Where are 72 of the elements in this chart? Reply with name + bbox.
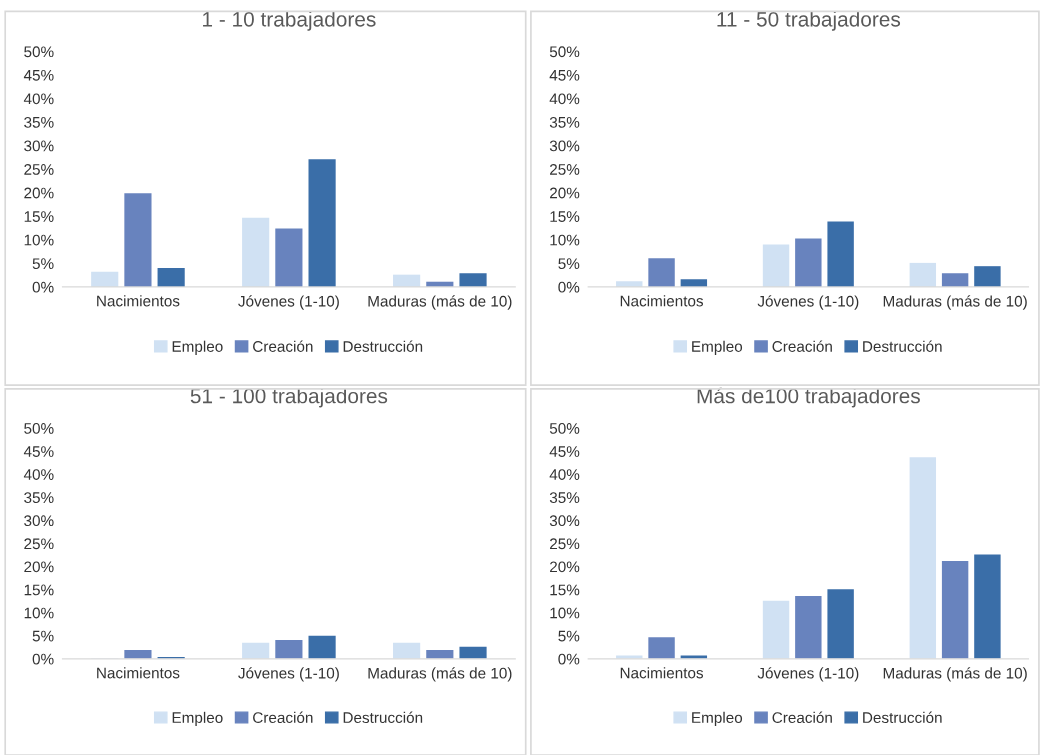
y-tick-label: 30% bbox=[24, 140, 54, 152]
y-tick-label: 10% bbox=[550, 234, 580, 246]
y-tick-label: 45% bbox=[549, 69, 580, 81]
legend-label: Creación bbox=[253, 340, 313, 352]
x-tick-label: Maduras (más de 10) bbox=[368, 295, 512, 310]
y-tick-label: 5% bbox=[558, 258, 580, 270]
y-tick-label: 40% bbox=[549, 469, 580, 480]
x-tick-label: Maduras (más de 10) bbox=[368, 667, 512, 682]
y-tick-label: 20% bbox=[24, 561, 54, 573]
y-tick-label: 5% bbox=[32, 630, 54, 642]
legend-label: Creación bbox=[253, 711, 313, 724]
y-tick-label: 50% bbox=[549, 46, 580, 58]
x-tick-label: Nacimientos bbox=[620, 295, 704, 307]
legend-label: Empleo bbox=[692, 711, 743, 727]
legend-label: Empleo bbox=[172, 340, 223, 355]
x-tick-label: Nacimientos bbox=[97, 667, 180, 679]
y-tick-label: 35% bbox=[24, 492, 54, 504]
x-tick-label: Nacimientos bbox=[97, 295, 180, 307]
y-tick-label: 30% bbox=[549, 515, 580, 527]
chart-title: 11 - 50 trabajadores bbox=[717, 11, 901, 31]
x-tick-label: Jóvenes (1-10) bbox=[757, 295, 859, 310]
chart-title: 51 - 100 trabajadores bbox=[190, 388, 388, 408]
y-tick-label: 30% bbox=[24, 515, 54, 527]
y-tick-label: 50% bbox=[549, 423, 580, 434]
y-tick-label: 10% bbox=[24, 234, 54, 246]
y-tick-label: 50% bbox=[24, 46, 54, 58]
y-tick-label: 10% bbox=[550, 607, 580, 619]
y-tick-label: 45% bbox=[549, 446, 580, 457]
legend-label: Destrucción bbox=[863, 340, 942, 352]
y-tick-label: 40% bbox=[23, 469, 54, 480]
y-tick-label: 5% bbox=[32, 258, 54, 270]
x-tick-label: Jóvenes (1-10) bbox=[757, 667, 859, 682]
legend-label: Destrucción bbox=[863, 711, 942, 724]
legend-label: Destrucción bbox=[343, 340, 423, 352]
y-tick-label: 25% bbox=[24, 538, 54, 550]
legend-label: Creación bbox=[772, 711, 832, 724]
x-tick-label: Maduras (más de 10) bbox=[883, 667, 1027, 682]
y-tick-label: 45% bbox=[23, 446, 54, 457]
y-tick-label: 35% bbox=[549, 492, 580, 504]
y-tick-label: 35% bbox=[549, 116, 580, 128]
x-tick-label: Maduras (más de 10) bbox=[883, 295, 1027, 310]
y-tick-label: 20% bbox=[550, 561, 580, 573]
y-tick-label: 0% bbox=[558, 281, 580, 293]
y-tick-label: 50% bbox=[24, 423, 54, 434]
legend-label: Creación bbox=[772, 340, 832, 352]
y-tick-label: 15% bbox=[24, 211, 54, 222]
y-tick-label: 0% bbox=[32, 653, 54, 665]
chart-title: Más de100 trabajadores bbox=[697, 387, 920, 408]
legend-label: Empleo bbox=[692, 340, 743, 355]
x-tick-label: Nacimientos bbox=[620, 667, 704, 679]
y-tick-label: 30% bbox=[549, 140, 580, 152]
y-tick-label: 0% bbox=[558, 653, 580, 665]
y-tick-label: 20% bbox=[550, 187, 580, 199]
legend-label: Empleo bbox=[172, 711, 223, 727]
y-tick-label: 20% bbox=[24, 187, 54, 199]
y-tick-label: 15% bbox=[24, 584, 54, 596]
legend-label: Destrucción bbox=[343, 711, 423, 724]
y-tick-label: 10% bbox=[24, 607, 54, 619]
y-tick-label: 35% bbox=[24, 116, 54, 128]
y-tick-label: 5% bbox=[558, 630, 580, 642]
y-tick-label: 0% bbox=[32, 281, 54, 293]
y-tick-label: 25% bbox=[24, 164, 54, 175]
y-tick-label: 25% bbox=[550, 538, 580, 550]
chart-title: 1 - 10 trabajadores bbox=[203, 11, 376, 31]
x-tick-label: Jóvenes (1-10) bbox=[238, 667, 339, 682]
y-tick-label: 45% bbox=[23, 69, 54, 81]
x-tick-label: Jóvenes (1-10) bbox=[238, 295, 339, 310]
y-tick-label: 40% bbox=[549, 93, 580, 105]
y-tick-label: 15% bbox=[550, 584, 580, 596]
y-tick-label: 15% bbox=[550, 211, 580, 222]
y-tick-label: 40% bbox=[23, 93, 54, 105]
y-tick-label: 25% bbox=[550, 164, 580, 175]
